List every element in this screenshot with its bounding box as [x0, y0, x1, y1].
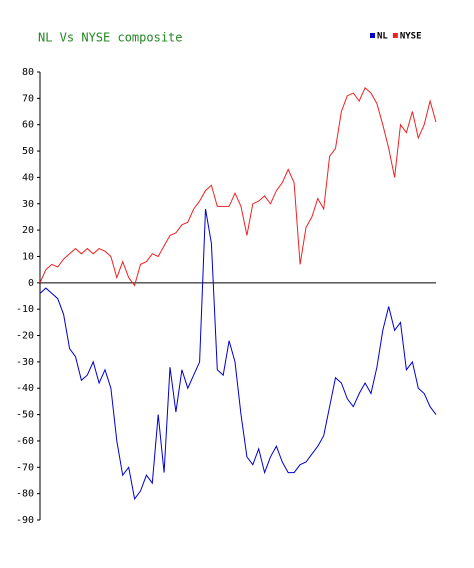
legend-label: NYSE [400, 32, 422, 42]
y-tick-label: 0 [28, 278, 34, 289]
y-tick-label: 10 [22, 251, 34, 262]
legend-label: NL [377, 32, 388, 42]
y-tick-label: -40 [16, 383, 34, 394]
y-tick-label: -90 [16, 515, 34, 526]
y-tick-label: 70 [22, 93, 34, 104]
y-tick-label: -80 [16, 489, 34, 500]
y-tick-label: 60 [22, 120, 34, 131]
line-series [39, 208, 437, 501]
legend-swatch [392, 33, 398, 38]
y-tick-label: -70 [16, 462, 34, 473]
legend: NL NYSE [370, 32, 422, 42]
y-tick-label: 30 [22, 199, 34, 210]
y-tick-label: 50 [22, 146, 34, 157]
y-tick-label: -60 [16, 436, 34, 447]
y-tick-label: -20 [16, 331, 34, 342]
y-tick-label: -10 [16, 304, 34, 315]
y-tick-label: 40 [22, 172, 34, 183]
chart-title: NL Vs NYSE composite [38, 31, 183, 45]
legend-swatch [370, 33, 375, 38]
y-tick-label: -30 [16, 357, 34, 368]
y-tick-label: 20 [22, 225, 34, 236]
line-series [39, 86, 437, 287]
y-tick-label: 80 [22, 67, 34, 78]
y-tick-label: -50 [16, 410, 34, 421]
